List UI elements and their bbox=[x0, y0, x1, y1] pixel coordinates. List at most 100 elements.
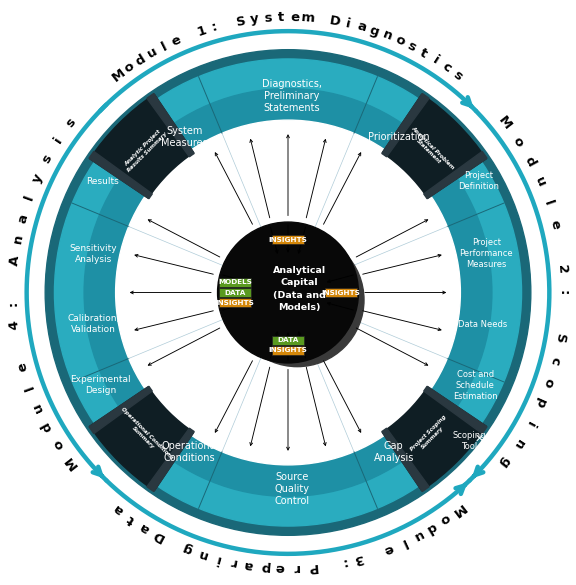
Text: o: o bbox=[437, 511, 452, 526]
Text: M: M bbox=[62, 453, 80, 471]
Circle shape bbox=[230, 233, 364, 367]
Text: a: a bbox=[243, 558, 254, 572]
Text: y: y bbox=[30, 171, 46, 185]
Text: DATA: DATA bbox=[225, 290, 246, 295]
Text: t: t bbox=[125, 512, 138, 526]
Text: r: r bbox=[228, 555, 237, 569]
Text: ✕: ✕ bbox=[474, 434, 484, 444]
Text: a: a bbox=[16, 212, 31, 224]
Text: p: p bbox=[532, 397, 548, 410]
Text: :: : bbox=[210, 20, 219, 34]
Text: g: g bbox=[368, 23, 381, 39]
Text: Calibration,
Validation: Calibration, Validation bbox=[67, 314, 119, 334]
Text: a: a bbox=[111, 501, 126, 517]
Text: Analytical Problem
Statement: Analytical Problem Statement bbox=[406, 125, 456, 174]
FancyBboxPatch shape bbox=[219, 288, 251, 297]
Text: n: n bbox=[380, 28, 394, 43]
Wedge shape bbox=[424, 386, 487, 433]
Text: e: e bbox=[382, 541, 395, 556]
Text: o: o bbox=[122, 60, 137, 75]
Text: s: s bbox=[406, 39, 418, 54]
Text: Project Scoping
Summary: Project Scoping Summary bbox=[410, 414, 452, 456]
Text: :: : bbox=[339, 555, 347, 569]
Text: D: D bbox=[328, 14, 342, 29]
Text: :: : bbox=[6, 300, 20, 306]
Text: MODELS: MODELS bbox=[218, 280, 252, 285]
Text: m: m bbox=[301, 11, 316, 25]
Text: u: u bbox=[410, 527, 425, 543]
Text: S: S bbox=[552, 332, 567, 344]
Text: i: i bbox=[214, 552, 221, 566]
FancyBboxPatch shape bbox=[219, 278, 251, 287]
FancyBboxPatch shape bbox=[272, 336, 304, 345]
Text: M: M bbox=[109, 66, 128, 85]
Wedge shape bbox=[90, 94, 194, 198]
Text: s: s bbox=[263, 11, 272, 25]
FancyBboxPatch shape bbox=[219, 298, 251, 307]
FancyBboxPatch shape bbox=[325, 288, 357, 297]
Text: Project
Definition: Project Definition bbox=[458, 171, 499, 191]
Wedge shape bbox=[382, 94, 429, 157]
Text: o: o bbox=[51, 437, 66, 452]
Text: y: y bbox=[249, 12, 259, 26]
Text: u: u bbox=[30, 400, 46, 414]
Wedge shape bbox=[89, 386, 152, 433]
Text: System
Measures: System Measures bbox=[161, 126, 207, 148]
Text: Gap
Analysis: Gap Analysis bbox=[373, 441, 414, 463]
Text: c: c bbox=[548, 355, 562, 366]
Text: a: a bbox=[355, 20, 367, 35]
FancyBboxPatch shape bbox=[272, 346, 304, 355]
Text: Diagnostics,
Preliminary
Statements: Diagnostics, Preliminary Statements bbox=[262, 78, 322, 113]
Text: P: P bbox=[306, 560, 317, 574]
Text: INSIGHTS: INSIGHTS bbox=[321, 290, 360, 295]
Wedge shape bbox=[382, 428, 429, 491]
Text: Project
Performance
Measures: Project Performance Measures bbox=[460, 238, 513, 269]
Text: r: r bbox=[293, 561, 300, 574]
Text: p: p bbox=[259, 560, 270, 574]
Circle shape bbox=[84, 88, 492, 497]
Text: Prioritization: Prioritization bbox=[369, 132, 430, 142]
Text: e: e bbox=[547, 219, 562, 230]
Text: :: : bbox=[557, 290, 570, 295]
Text: u: u bbox=[145, 45, 160, 61]
Text: 1: 1 bbox=[195, 23, 208, 39]
Text: M: M bbox=[448, 500, 467, 519]
Text: Analytic Project
Results Summary: Analytic Project Results Summary bbox=[122, 127, 168, 173]
Text: e: e bbox=[169, 33, 183, 49]
Text: i: i bbox=[523, 419, 537, 429]
Text: e: e bbox=[290, 11, 300, 24]
Text: Source
Quality
Control: Source Quality Control bbox=[274, 472, 309, 507]
Circle shape bbox=[45, 50, 531, 535]
Text: M: M bbox=[496, 114, 514, 132]
Text: Cost and
Schedule
Estimation: Cost and Schedule Estimation bbox=[453, 370, 498, 401]
Text: 3: 3 bbox=[353, 551, 365, 566]
Wedge shape bbox=[147, 428, 194, 491]
Text: 2: 2 bbox=[555, 264, 569, 275]
Text: n: n bbox=[11, 233, 25, 245]
Text: d: d bbox=[424, 519, 439, 535]
Text: s: s bbox=[40, 152, 55, 166]
Text: i: i bbox=[52, 135, 65, 146]
Circle shape bbox=[218, 222, 358, 363]
Text: u: u bbox=[532, 175, 548, 188]
Text: c: c bbox=[439, 60, 453, 75]
Text: Analytical
Capital
(Data and
Models): Analytical Capital (Data and Models) bbox=[272, 266, 325, 312]
Text: D: D bbox=[150, 527, 166, 543]
Wedge shape bbox=[89, 152, 152, 199]
Text: a: a bbox=[138, 519, 152, 535]
Text: i: i bbox=[344, 17, 352, 31]
Text: o: o bbox=[510, 134, 526, 149]
Text: n: n bbox=[196, 546, 209, 562]
Text: l: l bbox=[399, 535, 408, 549]
Text: S: S bbox=[235, 14, 247, 29]
Text: d: d bbox=[522, 154, 538, 168]
Wedge shape bbox=[382, 94, 486, 198]
Wedge shape bbox=[424, 152, 487, 199]
Text: l: l bbox=[159, 40, 169, 53]
FancyBboxPatch shape bbox=[272, 235, 304, 245]
Wedge shape bbox=[382, 387, 486, 491]
Text: Results: Results bbox=[86, 177, 119, 186]
Text: o: o bbox=[393, 33, 407, 49]
Text: t: t bbox=[418, 46, 430, 60]
Text: n: n bbox=[510, 436, 526, 451]
